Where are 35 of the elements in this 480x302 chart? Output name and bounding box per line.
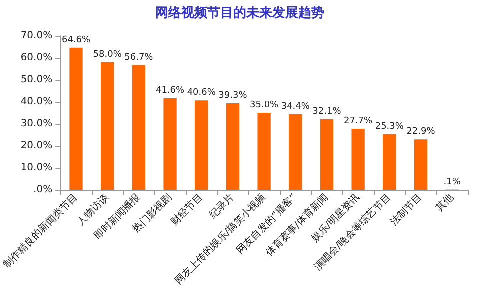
bar (164, 98, 177, 190)
bar (352, 129, 365, 190)
data-label: 40.6% (187, 88, 216, 98)
bar (383, 134, 396, 190)
data-label: 56.7% (124, 52, 154, 63)
bar (289, 114, 302, 190)
x-tick-label: 其他 (434, 191, 456, 214)
data-label: 25.3% (375, 122, 404, 132)
bar (132, 65, 146, 190)
data-label: .1% (444, 177, 462, 188)
y-tick-label: 10.0% (20, 162, 53, 174)
data-label: 32.1% (312, 106, 342, 117)
y-tick-label: 20.0% (20, 140, 53, 152)
bar (101, 62, 114, 190)
bar (320, 119, 334, 190)
y-tick-label: 50.0% (20, 74, 53, 86)
data-label: 58.0% (93, 50, 122, 60)
data-label: 27.7% (344, 116, 374, 127)
data-label: 41.6% (156, 86, 186, 96)
bar (195, 100, 208, 190)
y-tick-label: 30.0% (20, 118, 53, 130)
data-label: 34.4% (281, 102, 310, 112)
y-tick-label: 40.0% (20, 96, 53, 108)
bar (414, 140, 428, 190)
bar (258, 113, 271, 190)
chart-title: 网络视频节目的未来发展趋势 (156, 5, 324, 21)
y-tick-label: .0% (34, 184, 53, 196)
y-tick-label: 60.0% (20, 52, 53, 64)
data-label: 39.3% (218, 91, 248, 102)
data-label: 22.9% (406, 127, 436, 138)
data-label: 35.0% (250, 100, 280, 110)
bar (70, 48, 83, 190)
bar (226, 104, 240, 190)
data-label: 64.6% (62, 35, 92, 46)
y-tick-label: 70.0% (20, 30, 53, 42)
